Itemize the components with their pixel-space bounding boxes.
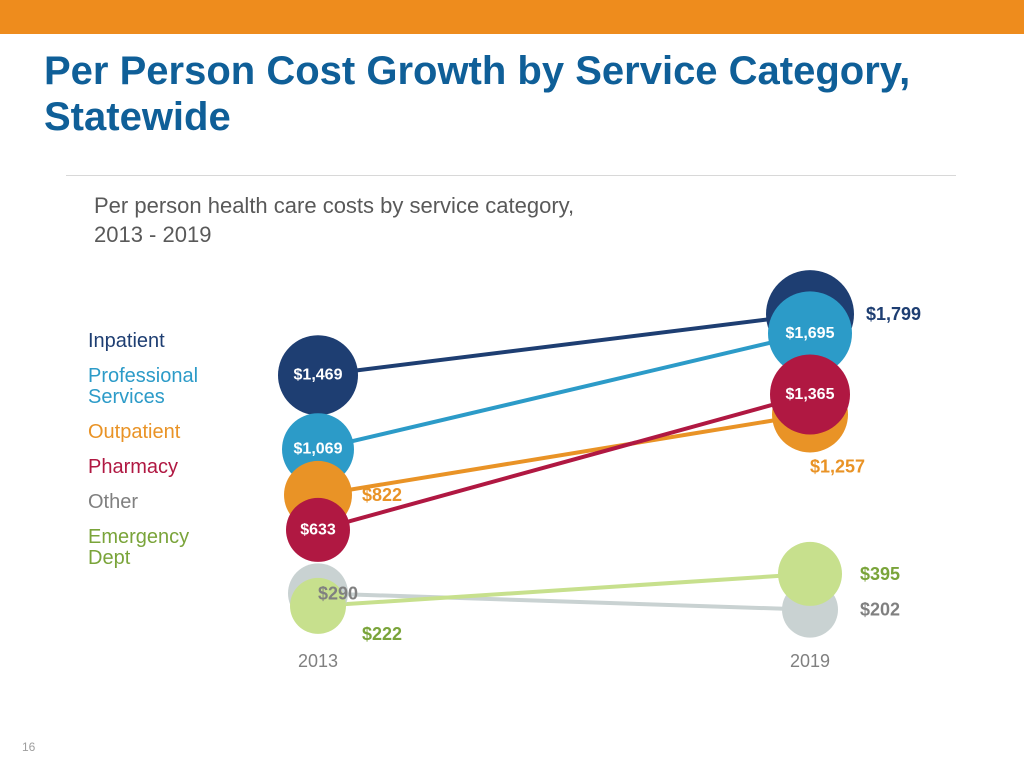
data-label: $1,365 — [786, 386, 835, 403]
series-line — [318, 334, 810, 450]
chart-subtitle: Per person health care costs by service … — [94, 192, 614, 249]
data-label: $222 — [362, 624, 402, 644]
data-label: $633 — [300, 522, 336, 539]
data-label: $290 — [318, 584, 358, 604]
data-label: $1,257 — [810, 457, 865, 477]
data-label: $395 — [860, 564, 900, 584]
slope-chart: InpatientProfessionalServicesOutpatientP… — [66, 267, 956, 667]
slide-title: Per Person Cost Growth by Service Catego… — [44, 48, 944, 140]
data-label: 2013 — [298, 651, 338, 671]
chart-svg: $1,469 $1,799 $1,069 $1,695 $822 $1,257 $633 $1… — [66, 267, 956, 687]
data-label: $202 — [860, 600, 900, 620]
series-line — [318, 415, 810, 495]
chart-container: Per person health care costs by service … — [66, 175, 956, 667]
data-label: $1,469 — [294, 367, 343, 384]
slide: Per Person Cost Growth by Service Catego… — [0, 0, 1024, 768]
data-label: 2019 — [790, 651, 830, 671]
data-label: $1,069 — [294, 441, 343, 458]
data-label: $822 — [362, 485, 402, 505]
accent-bar — [0, 0, 1024, 34]
page-number: 16 — [22, 740, 35, 754]
data-label: $1,799 — [866, 304, 921, 324]
data-bubble — [778, 542, 842, 606]
series-line — [318, 314, 810, 375]
data-label: $1,695 — [786, 325, 835, 342]
series-line — [318, 395, 810, 530]
